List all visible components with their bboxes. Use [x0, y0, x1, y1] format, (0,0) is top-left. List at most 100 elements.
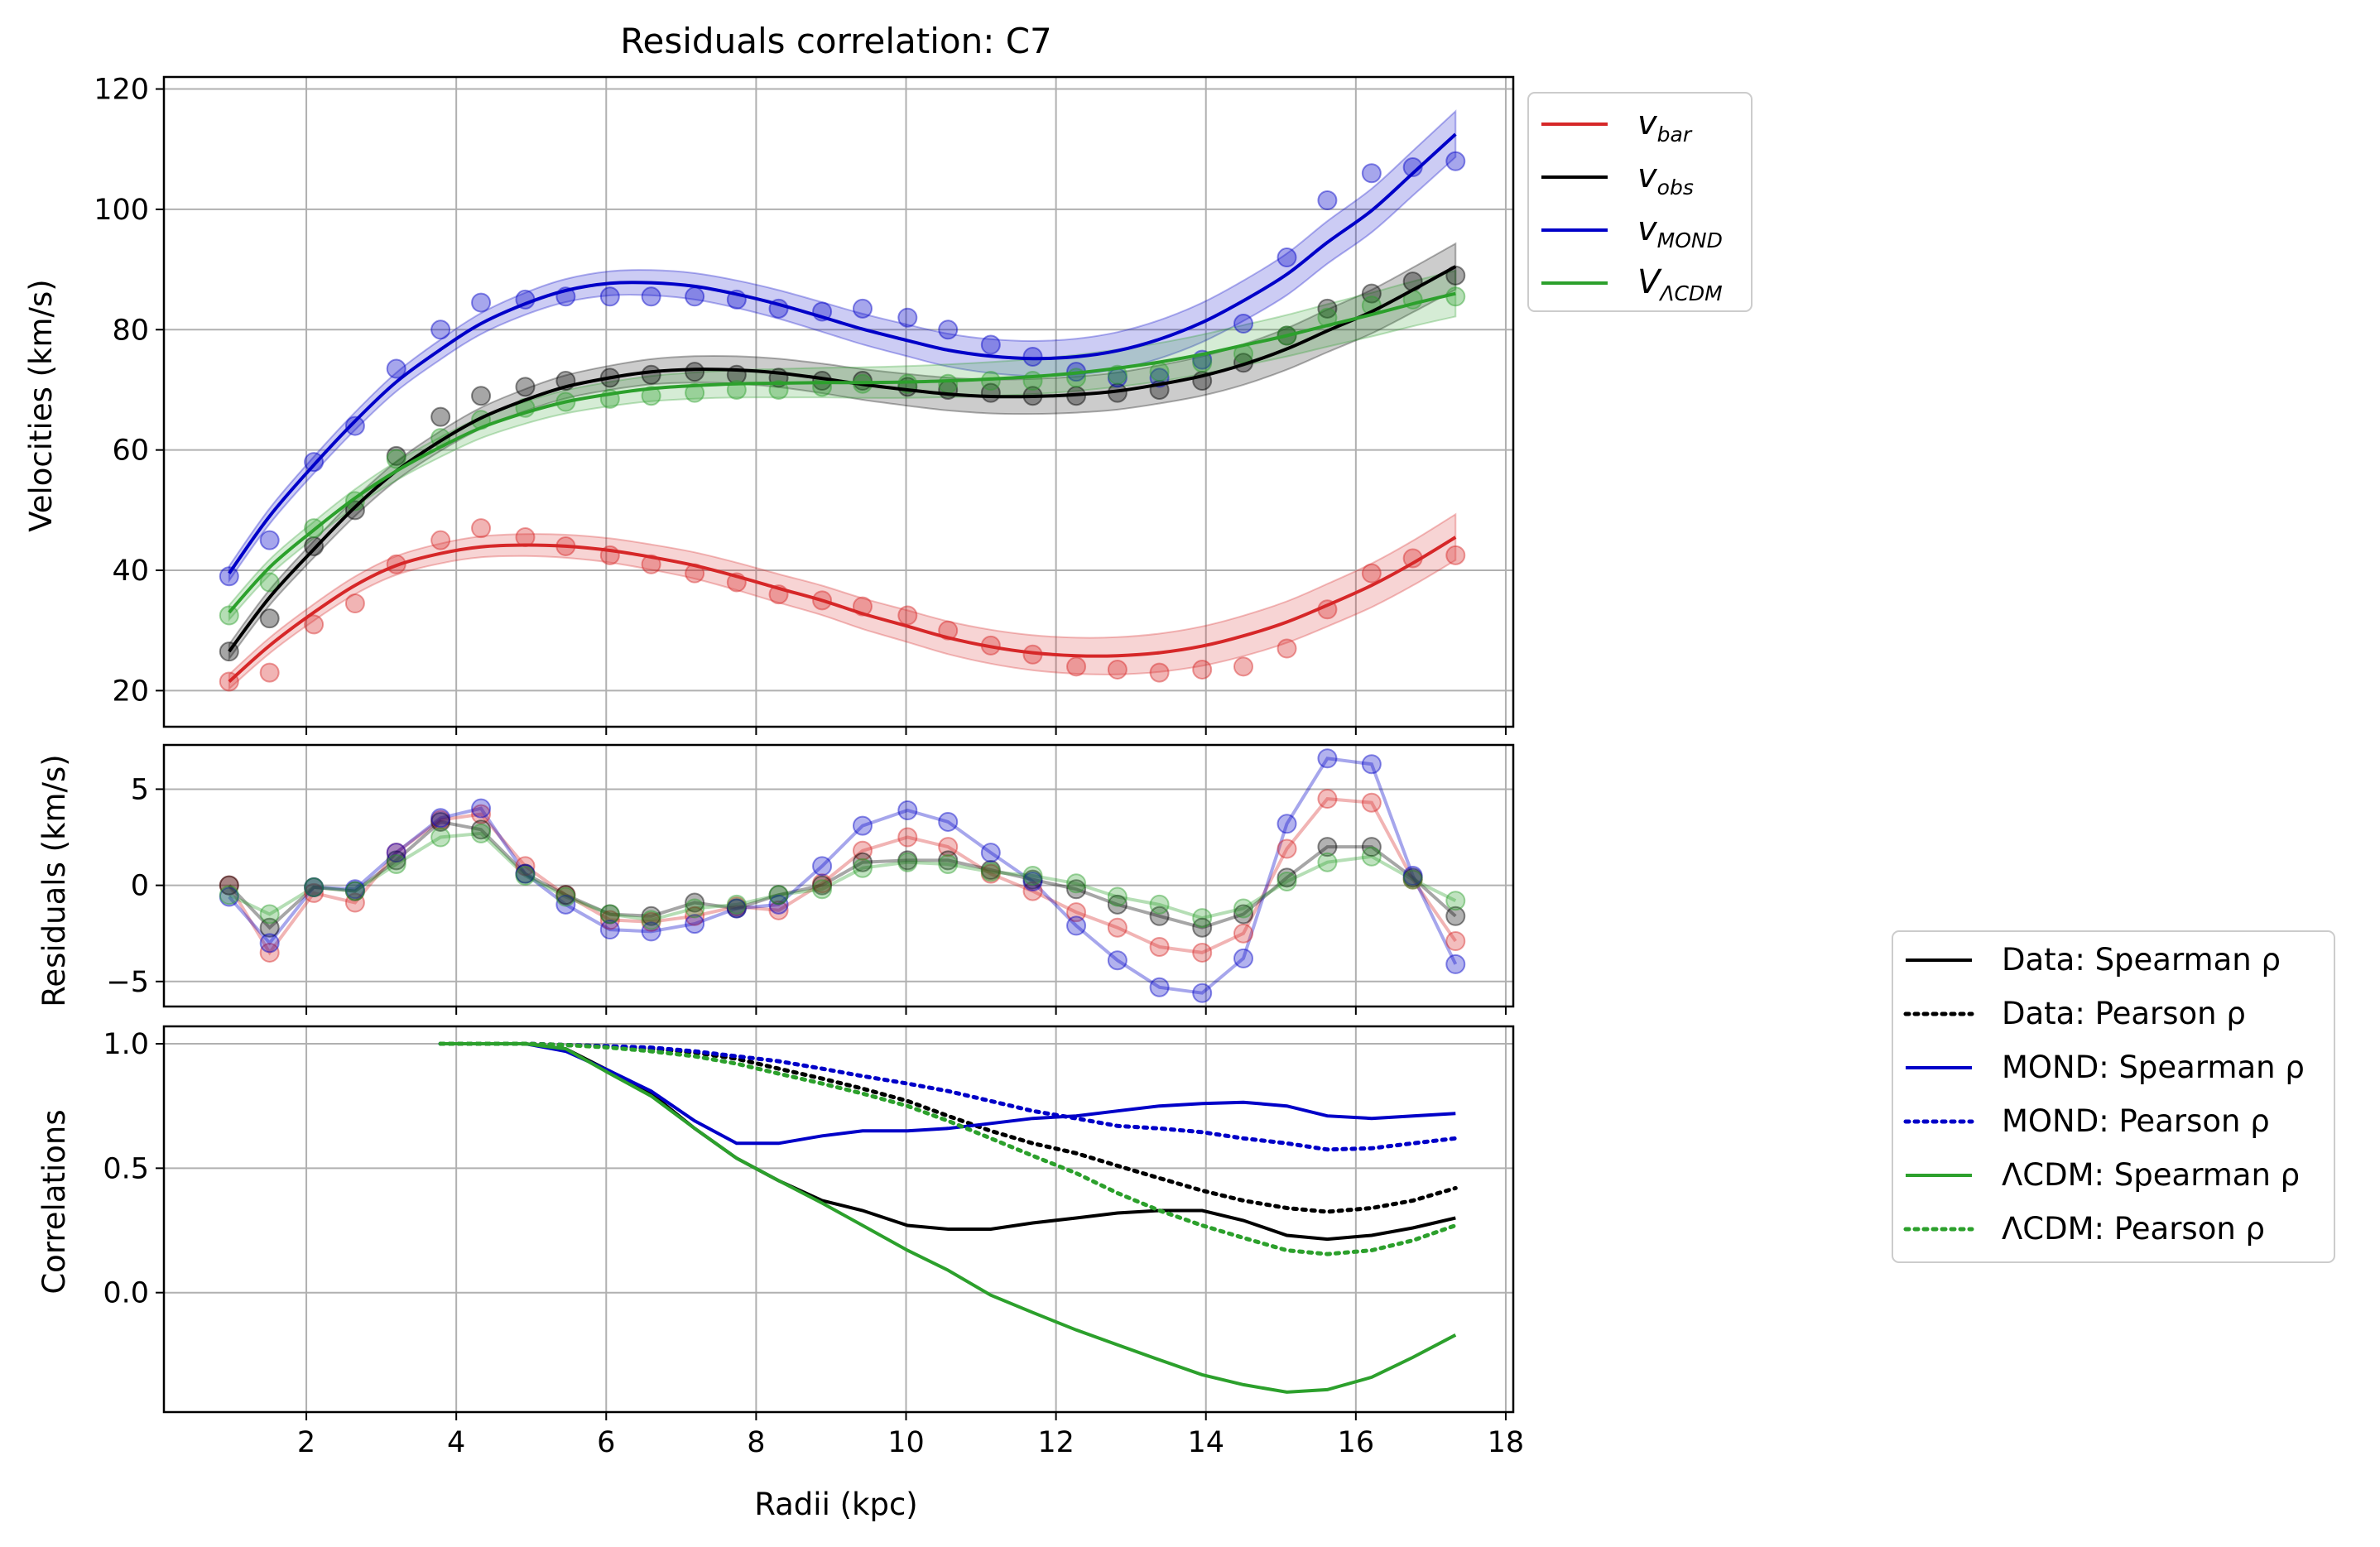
residual-point: [555, 894, 576, 915]
residual-point: [1107, 894, 1127, 915]
data-point: [1361, 563, 1382, 584]
velocities-points: [219, 151, 1466, 692]
residual-point: [685, 906, 705, 926]
data-point: [430, 406, 451, 427]
correlation-line: [438, 1041, 1458, 1152]
residual-point: [1022, 871, 1043, 891]
residual-point: [1361, 792, 1382, 813]
y-tick-label: 20: [112, 675, 149, 708]
residual-point: [471, 823, 492, 843]
residual-point: [1233, 904, 1253, 925]
residual-point: [641, 906, 661, 926]
data-point: [259, 662, 280, 683]
y-tick-label: 1.0: [103, 1028, 149, 1061]
data-point: [430, 530, 451, 550]
residual-point: [1149, 977, 1170, 997]
data-point: [1277, 247, 1297, 268]
fit-line: [228, 536, 1457, 683]
residual-point: [386, 843, 406, 863]
y-tick-label: 0: [131, 870, 149, 903]
residual-point: [430, 808, 451, 829]
residual-point: [1192, 917, 1213, 938]
residual-point: [852, 815, 873, 836]
residual-point: [1149, 936, 1170, 957]
correlations-panel: 2 4 6 8 10 12 14 16 18 0.0 0.5 1.0 Correlations Rad…: [36, 1025, 1524, 1522]
residual-point: [259, 933, 280, 954]
y-tick-label: 5: [131, 773, 149, 806]
correlations-frame: [162, 1025, 1515, 1414]
residual-point: [726, 894, 747, 915]
data-point: [1149, 662, 1170, 683]
residual-point: [344, 881, 365, 901]
residual-point: [1361, 846, 1382, 867]
correlations-legend: Data: Spearman ρ Data: Pearson ρ MOND: Spe…: [1892, 930, 2335, 1263]
y-tick-label: 40: [112, 555, 149, 588]
confidence-band: [228, 242, 1457, 661]
residual-point: [515, 863, 536, 884]
residual-point: [1317, 837, 1338, 858]
data-point: [386, 449, 406, 469]
residual-point: [386, 854, 406, 875]
residual-point: [304, 877, 325, 897]
residual-point: [1361, 837, 1382, 858]
legend-label: vMOND: [1637, 210, 1723, 252]
residual-point: [768, 885, 789, 906]
residual-point: [938, 850, 959, 871]
residual-point: [1066, 873, 1087, 894]
residual-point: [980, 860, 1001, 881]
data-point: [641, 386, 661, 406]
data-point: [1402, 157, 1423, 178]
residual-point: [259, 917, 280, 938]
residual-point: [555, 885, 576, 906]
x-tick-label: 14: [1187, 1426, 1224, 1459]
residual-point: [1066, 915, 1087, 936]
data-point: [852, 298, 873, 319]
residual-point: [897, 850, 918, 871]
correlations-ticks: 2 4 6 8 10 12 14 16 18 0.0 0.5 1.0: [103, 1028, 1524, 1459]
residual-point: [259, 904, 280, 925]
residual-point: [1317, 748, 1338, 769]
data-point: [1445, 265, 1466, 286]
data-point: [1192, 659, 1213, 680]
residual-point: [1317, 789, 1338, 810]
data-point: [599, 286, 620, 307]
residual-point: [1066, 879, 1087, 900]
y-tick-label: 120: [94, 74, 149, 107]
residual-point: [599, 920, 620, 940]
residual-point: [812, 879, 833, 900]
x-tick-label: 2: [297, 1426, 315, 1459]
residual-point: [897, 800, 918, 820]
data-point: [641, 364, 661, 385]
confidence-band: [228, 269, 1457, 622]
residual-point: [897, 852, 918, 872]
data-point: [1149, 362, 1170, 382]
data-point: [938, 373, 959, 394]
residual-point: [515, 863, 536, 884]
residual-point: [641, 921, 661, 942]
x-tick-label: 12: [1037, 1426, 1075, 1459]
residual-line: [228, 797, 1457, 956]
y-tick-label: 0.0: [103, 1277, 149, 1310]
velocities-fits: [228, 132, 1457, 683]
residual-point: [1445, 954, 1466, 974]
residual-point: [430, 811, 451, 832]
residual-point: [1277, 814, 1297, 834]
residual-point: [768, 894, 789, 915]
residual-point: [386, 843, 406, 863]
residual-point: [1192, 982, 1213, 1003]
correlation-line: [438, 1041, 1458, 1214]
correlations-ylabel: Correlations: [36, 1109, 72, 1294]
residuals-panel: −5 0 5 Residuals (km/s): [36, 743, 1515, 1015]
residual-point: [344, 879, 365, 900]
data-point: [386, 445, 406, 466]
residuals-ticks: −5 0 5: [106, 773, 1507, 1015]
residual-point: [430, 810, 451, 830]
legend-label: ΛCDM: Spearman ρ: [2002, 1157, 2300, 1193]
velocities-ylabel: Velocities (km/s): [23, 279, 59, 531]
residual-point: [304, 877, 325, 897]
residual-point: [1317, 852, 1338, 872]
residual-point: [726, 898, 747, 919]
residuals-ylabel: Residuals (km/s): [36, 754, 72, 1007]
data-point: [1233, 656, 1253, 677]
